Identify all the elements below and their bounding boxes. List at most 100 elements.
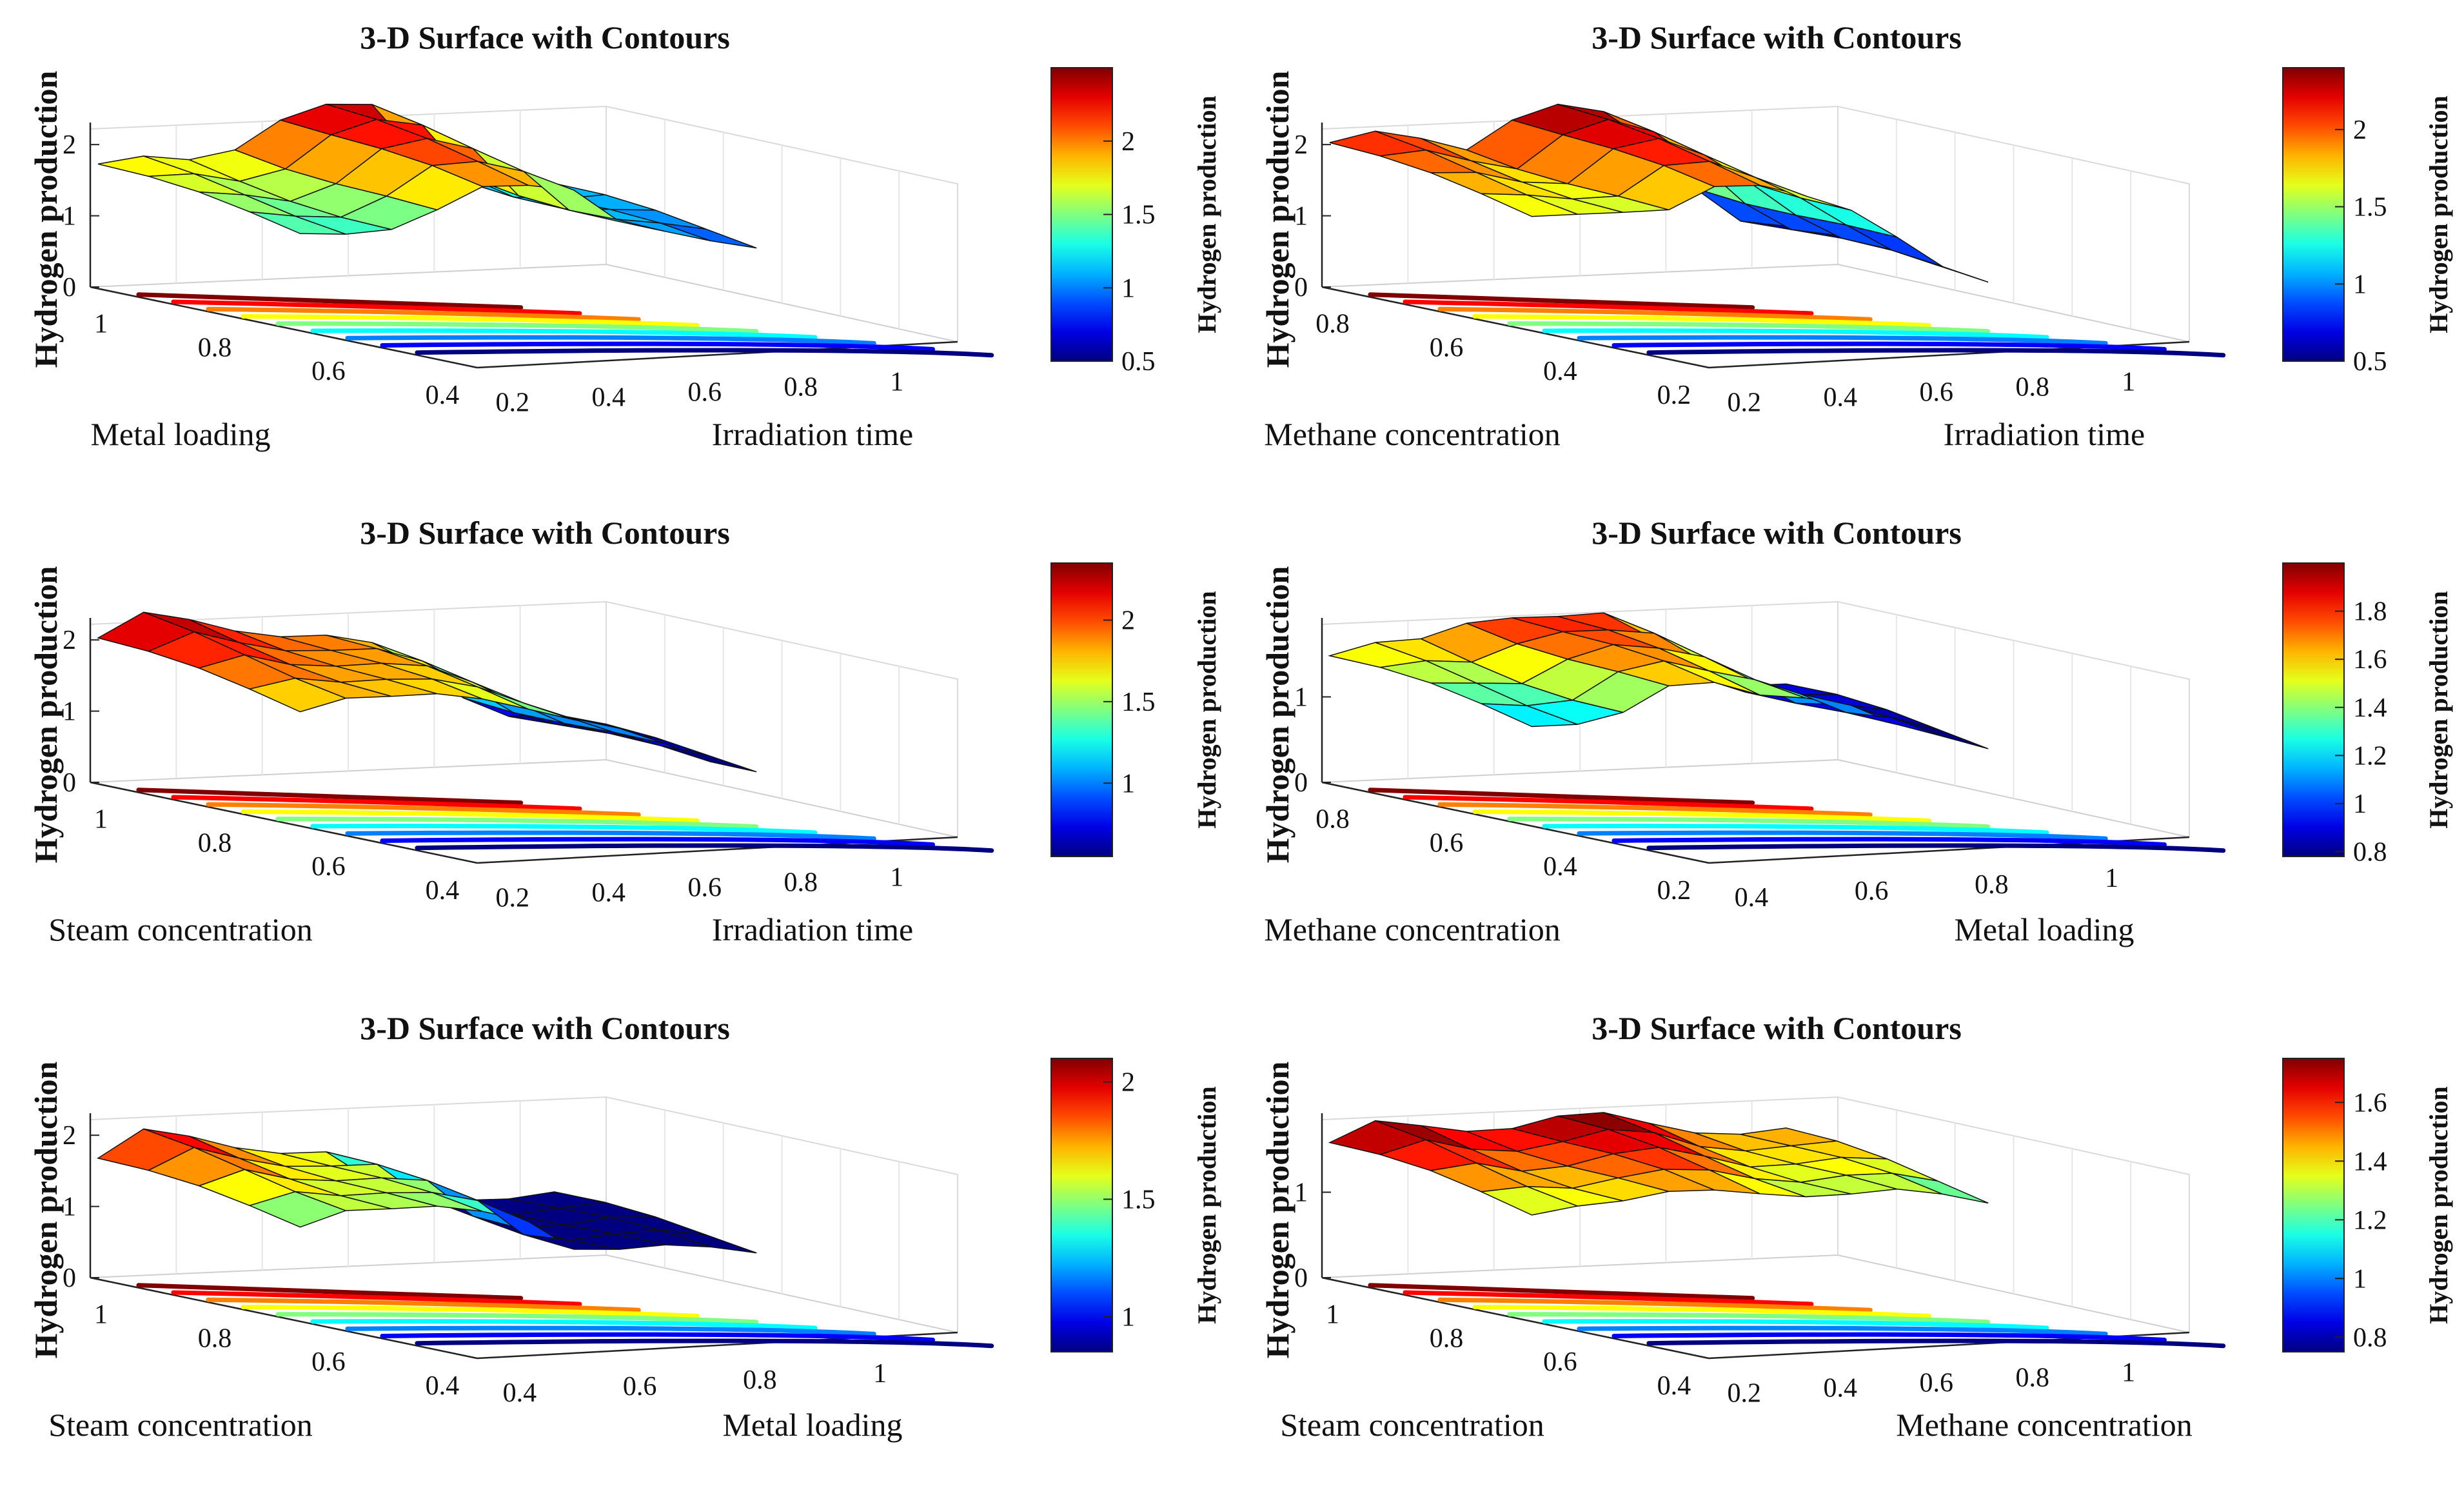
- surface-chart-svg: 3-D Surface with Contours 0 1 2 1 0.8 0.6 0.4 0.…: [28, 19, 1221, 452]
- subplot-4: 3-D Surface with Contours 0 1 0.8 0.6 0.4 0.2 0…: [1232, 495, 2463, 991]
- colorbar-tick-label: 1: [2353, 789, 2367, 819]
- contour-group: [1368, 788, 2226, 853]
- x-axis-label: Metal loading: [90, 416, 270, 452]
- colorbar: [1050, 1058, 1113, 1352]
- subplot-3: 3-D Surface with Contours 0 1 2 1 0.8 0.6 0.4 0.…: [0, 495, 1232, 991]
- y-axis-label: Irradiation time: [712, 416, 913, 452]
- contour-line: [1611, 1332, 2167, 1342]
- x-tick-label: 0.8: [198, 333, 232, 362]
- x-axis-label: Steam concentration: [1280, 1407, 1544, 1443]
- y-tick-label: 1: [890, 863, 903, 893]
- z-tick-label: 0: [63, 1263, 76, 1293]
- contour-line: [1646, 1338, 2226, 1349]
- contour-line: [1368, 788, 1755, 806]
- surface-patch: [1891, 717, 1989, 749]
- z-tick-label: 0: [63, 273, 76, 302]
- colorbar-tick-label: 1.6: [2353, 645, 2387, 675]
- axes-box: [89, 105, 958, 369]
- colorbar-tick-label: 1.6: [2353, 1088, 2387, 1118]
- y-tick-label: 1: [873, 1359, 887, 1389]
- contour-line: [1437, 802, 1873, 817]
- contour-line: [415, 1338, 994, 1349]
- chart-title: 3-D Surface with Contours: [1592, 19, 1962, 55]
- y-axis-label: Metal loading: [722, 1407, 902, 1443]
- colorbar: [1050, 562, 1113, 857]
- contour-line: [310, 328, 818, 340]
- y-tick-label: 0.8: [784, 868, 818, 898]
- z-tick-label: 2: [1294, 130, 1308, 160]
- x-tick-label: 0.8: [1316, 805, 1350, 835]
- z-tick-label: 1: [63, 202, 76, 232]
- colorbar: [2282, 67, 2345, 362]
- y-tick-label: 0.6: [623, 1372, 657, 1402]
- chart-title: 3-D Surface with Contours: [1592, 515, 1962, 551]
- contour-line: [345, 830, 876, 841]
- contour-line: [1646, 348, 2226, 358]
- colorbar-tick-label: 2: [2353, 115, 2367, 145]
- contour-line: [1646, 843, 2226, 853]
- contour-line: [1403, 1290, 1814, 1307]
- colorbar-tick-label: 1.2: [2353, 741, 2387, 771]
- colorbar-label: Hydrogen production: [1192, 1086, 1221, 1324]
- z-tick-label: 1: [1294, 1178, 1308, 1208]
- contour-line: [1403, 795, 1814, 811]
- surface-patch: [660, 745, 757, 773]
- x-axis-line: [1321, 286, 1710, 369]
- contour-line: [1368, 1283, 1755, 1301]
- y-tick-label: 1: [2122, 368, 2135, 397]
- contour-line: [310, 824, 818, 835]
- surface-group: [97, 103, 757, 249]
- colorbar-tick-label: 1: [1121, 273, 1135, 303]
- surface-group: [1329, 103, 1989, 283]
- colorbar-tick-label: 1: [2353, 1264, 2367, 1294]
- colorbar: [2282, 562, 2345, 857]
- contour-line: [1611, 837, 2167, 847]
- y-tick-label: 0.6: [1919, 1369, 1953, 1398]
- back-wall-edge: [1321, 105, 2190, 342]
- colorbar-tick-label: 0.5: [2353, 347, 2387, 377]
- y-axis-label: Irradiation time: [712, 911, 913, 947]
- contour-line: [241, 313, 700, 328]
- contour-line: [241, 1304, 700, 1318]
- contour-line: [206, 802, 641, 817]
- x-tick-label: 0.6: [1430, 333, 1464, 362]
- contour-line: [275, 1312, 759, 1325]
- y-tick-label: 0.4: [591, 383, 626, 413]
- y-tick-label: 0.8: [743, 1365, 777, 1395]
- colorbar-tick-label: 0.8: [2353, 838, 2387, 867]
- colorbar-tick-label: 1: [2353, 270, 2367, 299]
- y-tick-label: 0.6: [687, 378, 722, 408]
- contour-line: [1542, 824, 2049, 835]
- colorbar-tick-label: 2: [1121, 127, 1135, 157]
- y-tick-label: 1: [890, 368, 903, 397]
- contour-line: [380, 341, 935, 352]
- surface-patch: [1891, 250, 1989, 283]
- y-tick-label: 0.6: [1919, 378, 1953, 408]
- contour-line: [1472, 809, 1931, 823]
- subplot-6: 3-D Surface with Contours 0 1 1 0.8 0.6 0.4 0.2…: [1232, 991, 2463, 1486]
- contour-group: [136, 788, 994, 853]
- colorbar-tick-label: 1.4: [2353, 693, 2387, 723]
- x-tick-label: 0.2: [1657, 381, 1691, 410]
- contour-line: [171, 1290, 582, 1307]
- surface-patch: [569, 717, 665, 745]
- contour-line: [1577, 1325, 2108, 1336]
- x-tick-label: 0.6: [311, 852, 346, 882]
- z-axis-label: Hydrogen production: [1259, 70, 1296, 368]
- y-tick-label: 0.2: [495, 388, 529, 418]
- contour-line: [380, 837, 935, 847]
- chart-title: 3-D Surface with Contours: [360, 19, 730, 55]
- colorbar-tick-label: 0.5: [1121, 347, 1156, 377]
- chart-title: 3-D Surface with Contours: [360, 515, 730, 551]
- axes-box: [1321, 600, 2190, 864]
- colorbar-tick-label: 2: [1121, 1067, 1135, 1097]
- contour-line: [275, 321, 759, 334]
- x-tick-label: 0.6: [311, 357, 346, 386]
- x-tick-label: 0.8: [198, 828, 232, 858]
- z-tick-label: 0: [1294, 1263, 1308, 1293]
- y-axis-label: Methane concentration: [1896, 1407, 2193, 1443]
- contour-line: [415, 843, 994, 853]
- surface-patch: [660, 1229, 757, 1254]
- surface-patch: [660, 223, 757, 249]
